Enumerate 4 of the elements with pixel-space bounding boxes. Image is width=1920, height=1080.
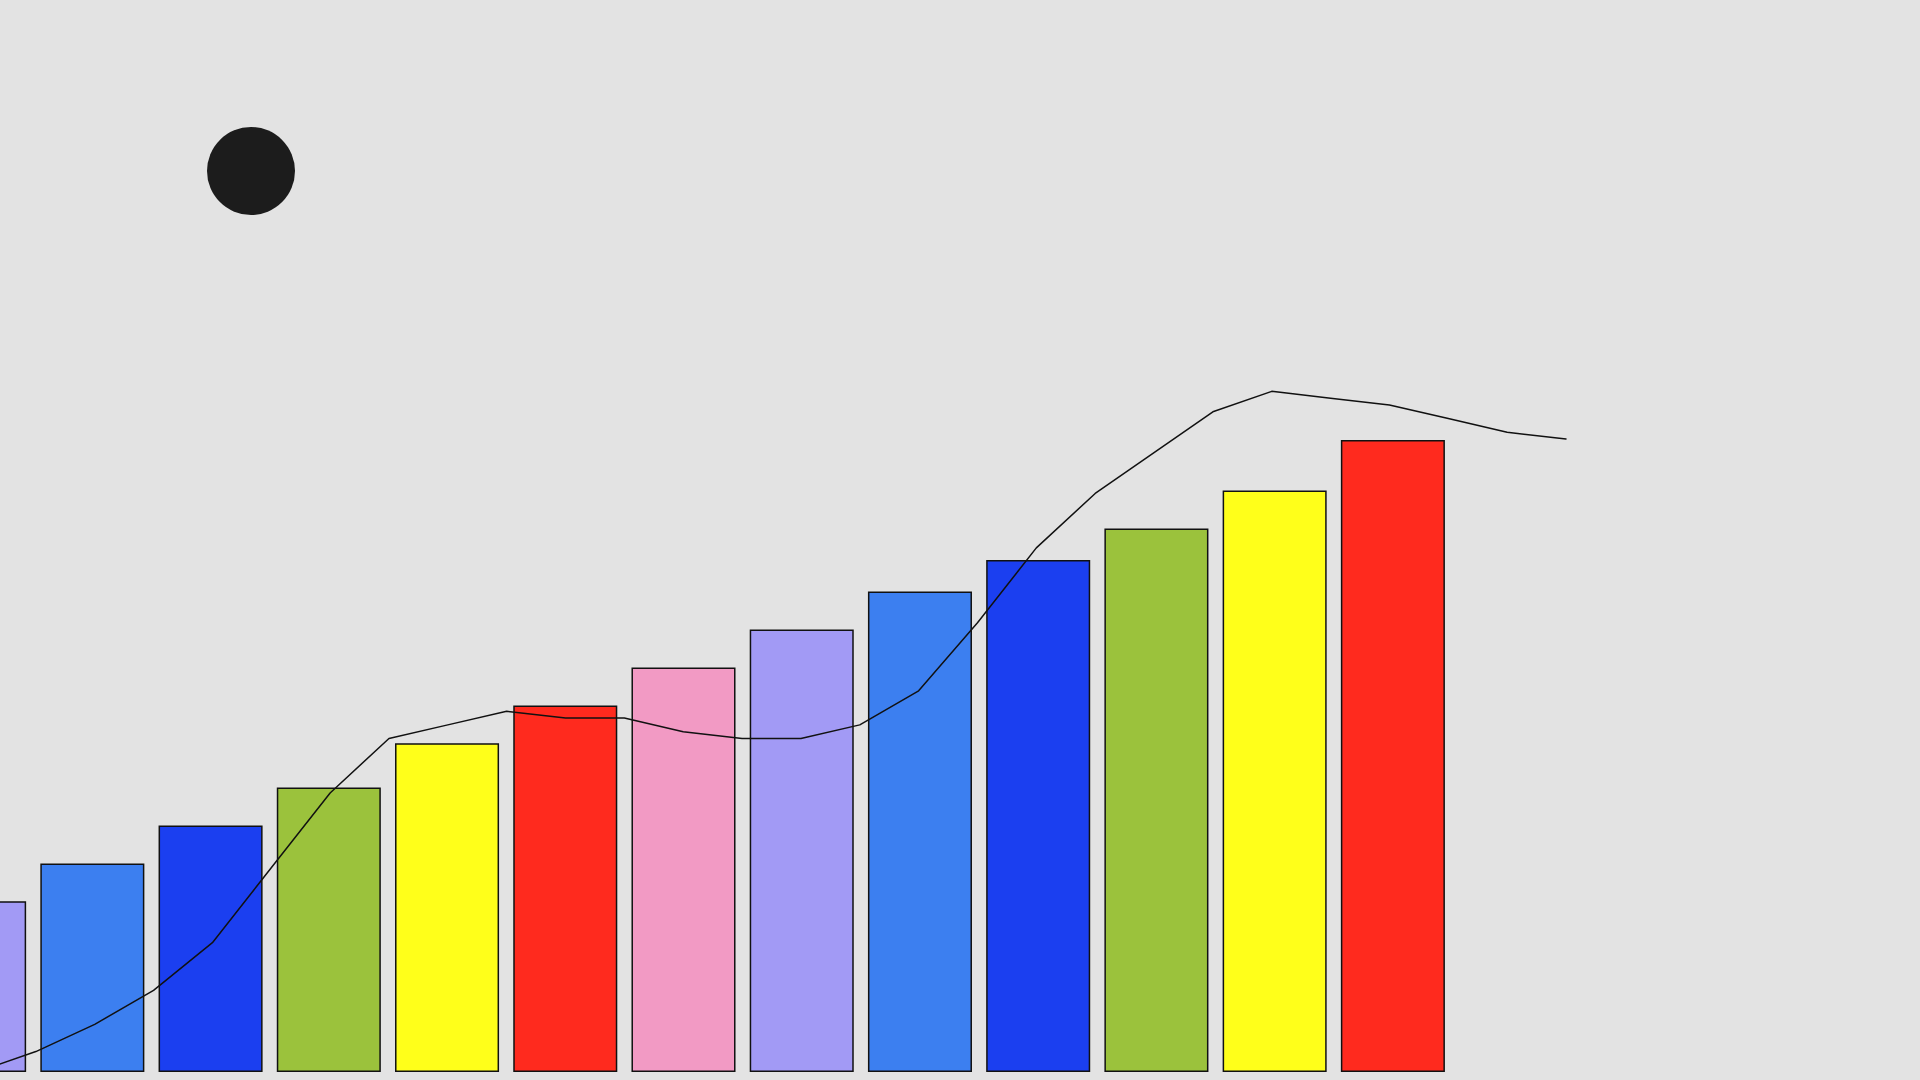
bar	[1340, 439, 1445, 1072]
bar	[1222, 490, 1327, 1072]
bar	[395, 743, 500, 1072]
bar	[1104, 528, 1209, 1072]
